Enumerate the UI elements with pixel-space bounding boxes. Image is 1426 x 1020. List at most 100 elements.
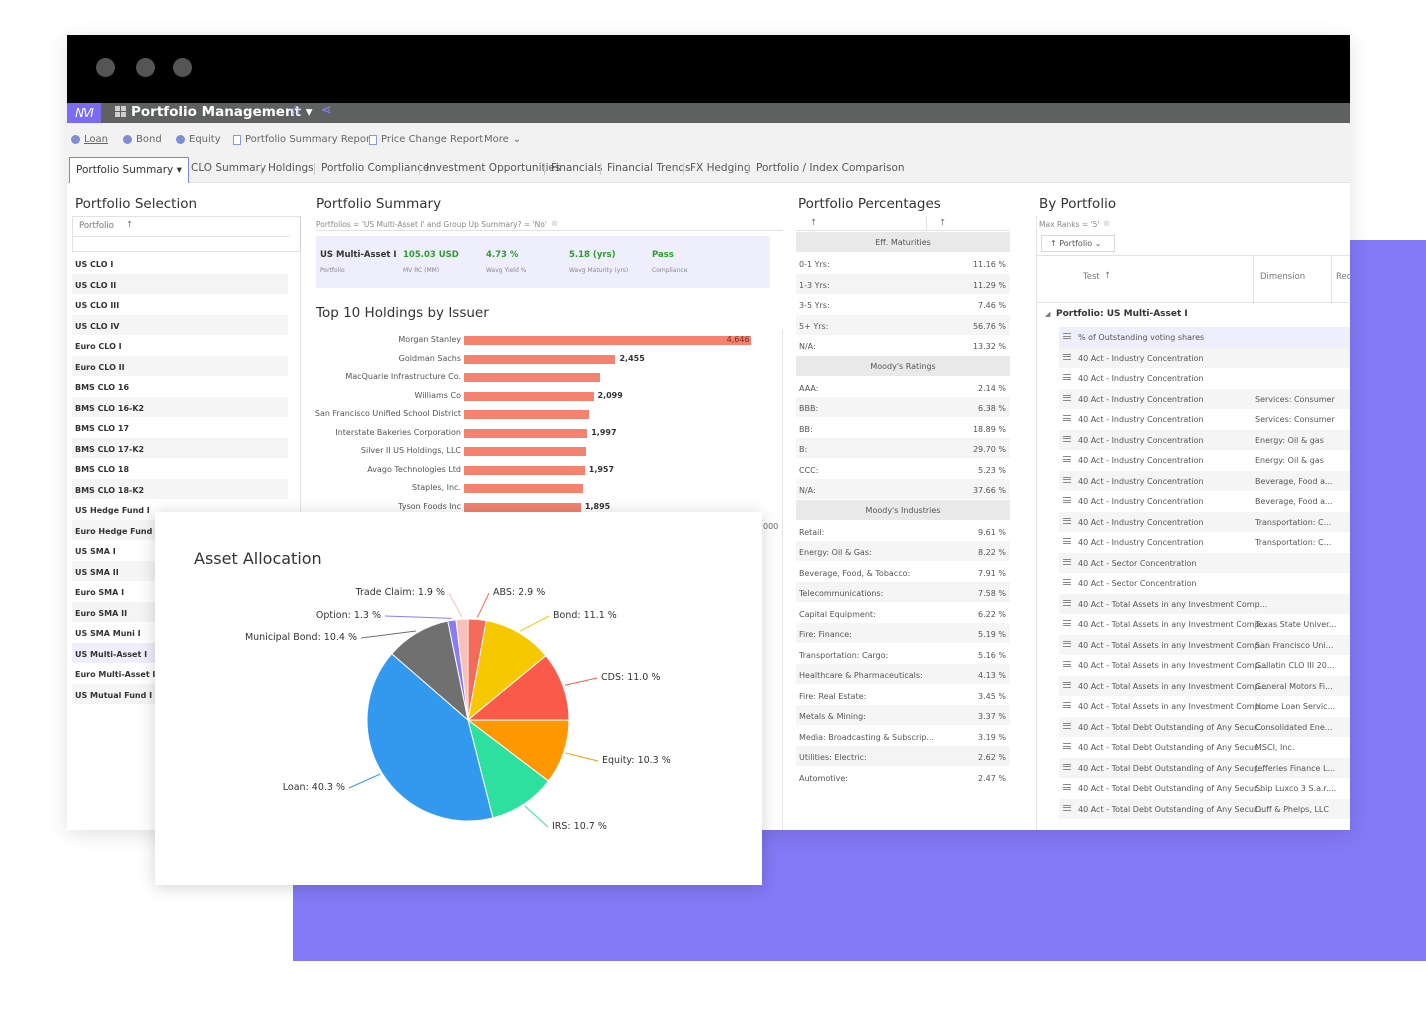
pie-slice-cds[interactable] <box>466 654 570 721</box>
drag-handle-icon[interactable] <box>1063 394 1071 401</box>
list-item[interactable]: Euro CLO I <box>75 342 122 351</box>
tab-holdings[interactable]: Holdings <box>268 162 314 174</box>
tab-portfolio-summary[interactable]: Portfolio Summary ▾ <box>69 157 189 183</box>
drag-handle-icon[interactable] <box>1063 517 1071 524</box>
window-dot-maximize[interactable] <box>173 58 192 77</box>
drag-handle-icon[interactable] <box>1063 333 1071 339</box>
column-header-dimension[interactable]: Dimension <box>1260 272 1306 282</box>
drag-handle-icon[interactable] <box>1063 558 1071 565</box>
list-item[interactable]: Euro SMA I <box>75 588 125 597</box>
list-item[interactable]: Euro CLO II <box>72 355 288 376</box>
list-item[interactable]: US CLO I <box>75 260 114 269</box>
drag-handle-icon[interactable] <box>1063 681 1071 688</box>
toolbar-price-change-button[interactable]: Price Change Report <box>369 134 483 145</box>
drag-handle-icon[interactable] <box>1063 415 1071 421</box>
list-item[interactable]: US Hedge Fund I <box>75 506 150 515</box>
list-item[interactable]: Euro Multi-Asset I <box>75 670 156 679</box>
compliance-test-row[interactable]: 40 Act - Total Assets in any Investment … <box>1059 614 1350 635</box>
compliance-test-row[interactable]: 40 Act - Total Assets in any Investment … <box>1059 696 1350 717</box>
bar[interactable] <box>464 336 751 345</box>
compliance-test-row[interactable]: 40 Act - Total Debt Outstanding of Any S… <box>1059 798 1350 819</box>
drag-handle-icon[interactable] <box>1063 743 1071 749</box>
compliance-test-row[interactable]: 40 Act - Sector Concentration <box>1059 573 1350 594</box>
bar[interactable] <box>464 465 585 475</box>
drag-handle-icon[interactable] <box>1063 435 1071 442</box>
drag-handle-icon[interactable] <box>1063 722 1071 729</box>
compliance-test-row[interactable]: 40 Act - Industry Concentration Services:… <box>1059 409 1350 430</box>
bar[interactable] <box>464 373 600 382</box>
star-icon[interactable]: ☆ <box>289 103 302 119</box>
compliance-test-row[interactable]: 40 Act - Sector Concentration <box>1059 552 1350 573</box>
pie-slice-loan[interactable] <box>366 653 494 822</box>
compliance-test-row[interactable]: 40 Act - Total Debt Outstanding of Any S… <box>1059 737 1350 758</box>
compliance-test-row[interactable]: 40 Act - Industry Concentration Transport… <box>1059 511 1350 532</box>
compliance-test-row[interactable]: 40 Act - Total Assets in any Investment … <box>1059 593 1350 614</box>
drag-handle-icon[interactable] <box>1063 374 1071 380</box>
list-item[interactable]: US CLO II <box>72 273 288 294</box>
drag-handle-icon[interactable] <box>1063 763 1071 770</box>
list-item[interactable]: BMS CLO 17 <box>75 424 130 433</box>
list-item[interactable]: US SMA I <box>75 547 116 556</box>
group-by-portfolio-button[interactable]: ↑ Portfolio ⌄ <box>1041 235 1115 252</box>
list-item[interactable]: US SMA Muni I <box>75 629 141 638</box>
tab-financials[interactable]: Financials <box>551 162 603 174</box>
drag-handle-icon[interactable] <box>1063 497 1071 503</box>
sort-up-icon[interactable]: ↑ <box>939 218 947 228</box>
pie-slice-irs[interactable] <box>467 718 550 819</box>
bar[interactable] <box>464 484 584 493</box>
drag-handle-icon[interactable] <box>1063 620 1071 626</box>
tab-financial-trends[interactable]: Financial Trends <box>607 162 691 174</box>
share-icon[interactable]: ⋖ <box>321 103 332 118</box>
list-item[interactable]: BMS CLO 18 <box>75 465 130 474</box>
window-dot-minimize[interactable] <box>136 58 155 77</box>
portfolio-column-header[interactable]: Portfolio <box>79 221 114 231</box>
sort-up-icon[interactable]: ↑ <box>810 218 818 228</box>
sort-up-icon[interactable]: ↑ <box>126 220 134 230</box>
collapse-icon[interactable]: ◢ <box>1045 310 1051 318</box>
compliance-test-row[interactable]: 40 Act - Total Debt Outstanding of Any S… <box>1059 716 1350 737</box>
compliance-test-row[interactable]: 40 Act - Total Assets in any Investment … <box>1059 634 1350 655</box>
list-item[interactable]: BMS CLO 16 <box>75 383 130 392</box>
toolbar-more-button[interactable]: More ⌄ <box>484 134 522 145</box>
list-item[interactable]: BMS CLO 16-K2 <box>72 396 288 417</box>
compliance-test-row[interactable]: 40 Act - Industry Concentration <box>1059 368 1350 389</box>
compliance-test-row[interactable]: 40 Act - Industry Concentration Energy: O… <box>1059 429 1350 450</box>
bar[interactable] <box>464 354 616 364</box>
column-header-req[interactable]: Req <box>1336 272 1350 282</box>
toolbar-summary-report-button[interactable]: Portfolio Summary Report <box>233 134 374 145</box>
bar[interactable] <box>464 502 581 512</box>
app-menu[interactable]: Portfolio Management ▾ <box>115 104 313 120</box>
clear-filter-icon[interactable]: ⊗ <box>551 219 559 229</box>
bar[interactable] <box>464 391 594 401</box>
toolbar-equity-button[interactable]: Equity <box>176 134 221 145</box>
drag-handle-icon[interactable] <box>1063 784 1071 790</box>
tab-investment-opportunities[interactable]: Investment Opportunities <box>426 162 561 174</box>
compliance-test-row[interactable]: 40 Act - Industry Concentration Transport… <box>1059 532 1350 553</box>
drag-handle-icon[interactable] <box>1063 538 1071 544</box>
compliance-test-row[interactable]: 40 Act - Industry Concentration Energy: O… <box>1059 450 1350 471</box>
pie-slice-trade-claim[interactable] <box>455 618 469 721</box>
compliance-test-row[interactable]: 40 Act - Industry Concentration Beverage,… <box>1059 491 1350 512</box>
compliance-test-row[interactable]: 40 Act - Total Debt Outstanding of Any S… <box>1059 778 1350 799</box>
drag-handle-icon[interactable] <box>1063 476 1071 483</box>
bar[interactable] <box>464 410 589 419</box>
list-item[interactable]: US CLO III <box>75 301 120 310</box>
drag-handle-icon[interactable] <box>1063 599 1071 606</box>
drag-handle-icon[interactable] <box>1063 353 1071 360</box>
compliance-test-row[interactable]: 40 Act - Total Assets in any Investment … <box>1059 655 1350 676</box>
compliance-test-row[interactable]: 40 Act - Industry Concentration <box>1059 347 1350 368</box>
compliance-test-row[interactable]: 40 Act - Total Assets in any Investment … <box>1059 675 1350 696</box>
compliance-test-row[interactable]: % of Outstanding voting shares <box>1059 327 1350 348</box>
window-dot-close[interactable] <box>96 58 115 77</box>
drag-handle-icon[interactable] <box>1063 640 1071 647</box>
column-header-test[interactable]: Test <box>1083 272 1100 282</box>
list-item[interactable]: BMS CLO 17-K2 <box>72 437 288 458</box>
sort-up-icon[interactable]: ↑ <box>1104 271 1112 281</box>
drag-handle-icon[interactable] <box>1063 661 1071 667</box>
clear-filter-icon[interactable]: ⊗ <box>1103 219 1111 229</box>
drag-handle-icon[interactable] <box>1063 456 1071 462</box>
toolbar-bond-button[interactable]: Bond <box>123 134 162 145</box>
pie-slice-bond[interactable] <box>467 620 547 722</box>
tab-portfolio-index-comparison[interactable]: Portfolio / Index Comparison <box>756 162 905 174</box>
list-item[interactable]: US CLO IV <box>72 314 288 335</box>
